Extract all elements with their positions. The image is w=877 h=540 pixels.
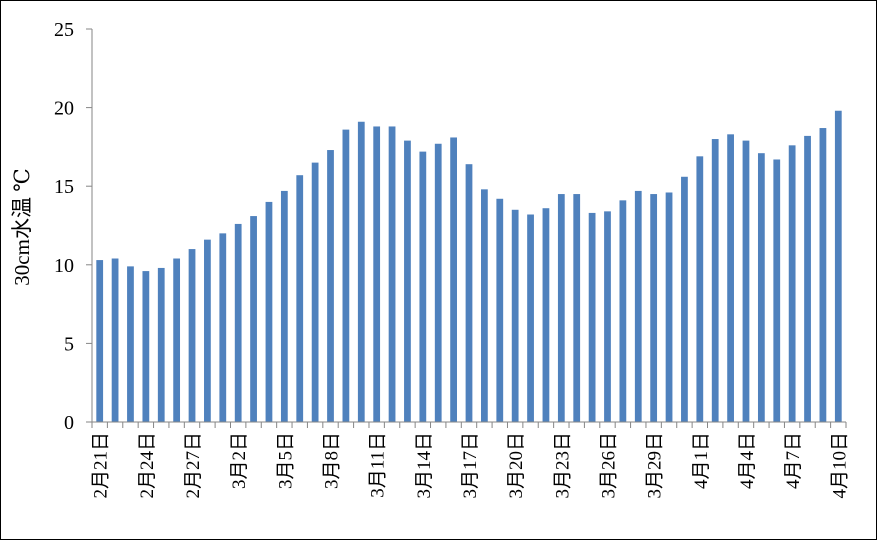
bar-0 [96,260,104,422]
bar-41 [727,134,734,422]
bar-22 [434,143,442,422]
bar-47 [819,128,827,422]
x-tick-label-36: 3月29日 [645,432,666,499]
x-tick-label-15: 3月8日 [322,432,343,489]
bar-23 [450,137,457,422]
bar-26 [496,198,504,422]
bar-5 [173,258,181,422]
x-tick-label-12: 3月5日 [275,432,296,489]
bar-18 [373,126,381,423]
bar-19 [388,126,396,423]
bar-2 [127,266,134,422]
bar-38 [681,176,688,422]
x-tick-label-39: 4月1日 [691,432,712,489]
bar-29 [542,208,550,422]
x-tick-label-0: 2月21日 [91,432,112,499]
x-tick-label-3: 2月24日 [137,432,158,499]
x-tick-label-21: 3月14日 [414,432,435,499]
bar-12 [280,190,288,422]
y-tick-labels: 0 5 10 15 20 25 [54,19,74,434]
bar-33 [604,211,611,422]
x-tick-label-48: 4月10日 [829,432,850,499]
bar-32 [588,212,596,422]
bar-9 [234,223,242,422]
bar-13 [296,175,304,422]
bar-1 [111,258,119,422]
y-axis-label: 30cm水温 ℃ [10,168,34,285]
bar-30 [557,194,565,422]
y-tick-label-20: 20 [54,98,74,120]
bars-layer [96,110,842,423]
bar-8 [219,233,227,422]
x-tick-label-42: 4月4日 [737,432,758,489]
bar-39 [696,156,704,422]
bar-7 [204,239,211,422]
bar-14 [311,162,319,422]
bar-15 [327,150,334,423]
bar-37 [665,192,673,422]
bar-46 [804,135,811,422]
y-tick-label-5: 5 [64,333,74,355]
x-tick-label-30: 3月23日 [552,432,573,499]
bar-24 [465,164,473,422]
bar-35 [634,190,642,422]
x-tick-label-6: 2月27日 [183,432,204,499]
y-tick-label-15: 15 [54,176,74,198]
bar-3 [142,271,150,422]
x-tick-label-27: 3月20日 [506,432,527,499]
x-tick-label-45: 4月7日 [783,432,804,489]
y-tick-label-0: 0 [64,412,74,434]
y-tick-label-10: 10 [54,255,74,277]
bar-48 [834,110,842,423]
bar-6 [188,249,196,422]
bar-42 [742,140,750,423]
bar-27 [511,209,519,422]
bar-10 [250,216,257,422]
axes-layer [86,28,847,428]
bar-44 [773,159,781,423]
bar-36 [650,194,658,422]
x-tick-label-9: 3月2日 [229,432,250,489]
bar-40 [711,139,719,423]
x-tick-label-33: 3月26日 [599,432,620,499]
x-tick-label-24: 3月17日 [460,432,481,499]
bar-4 [157,267,165,422]
bar-28 [527,214,534,422]
bar-25 [481,189,488,422]
bar-16 [342,129,350,423]
bar-34 [619,200,627,422]
bar-11 [265,201,273,422]
bar-43 [757,153,765,422]
x-tick-label-18: 3月11日 [368,432,389,498]
x-tick-labels: 2月21日 2月24日 2月27日 3月2日 3月5日 3月8日 3月11日 3月14日 3月1… [91,432,851,499]
bar-20 [404,140,411,423]
bar-31 [573,194,581,422]
y-tick-label-25: 25 [54,19,74,41]
bar-45 [788,145,796,422]
bar-17 [357,121,365,422]
bar-21 [419,151,427,422]
